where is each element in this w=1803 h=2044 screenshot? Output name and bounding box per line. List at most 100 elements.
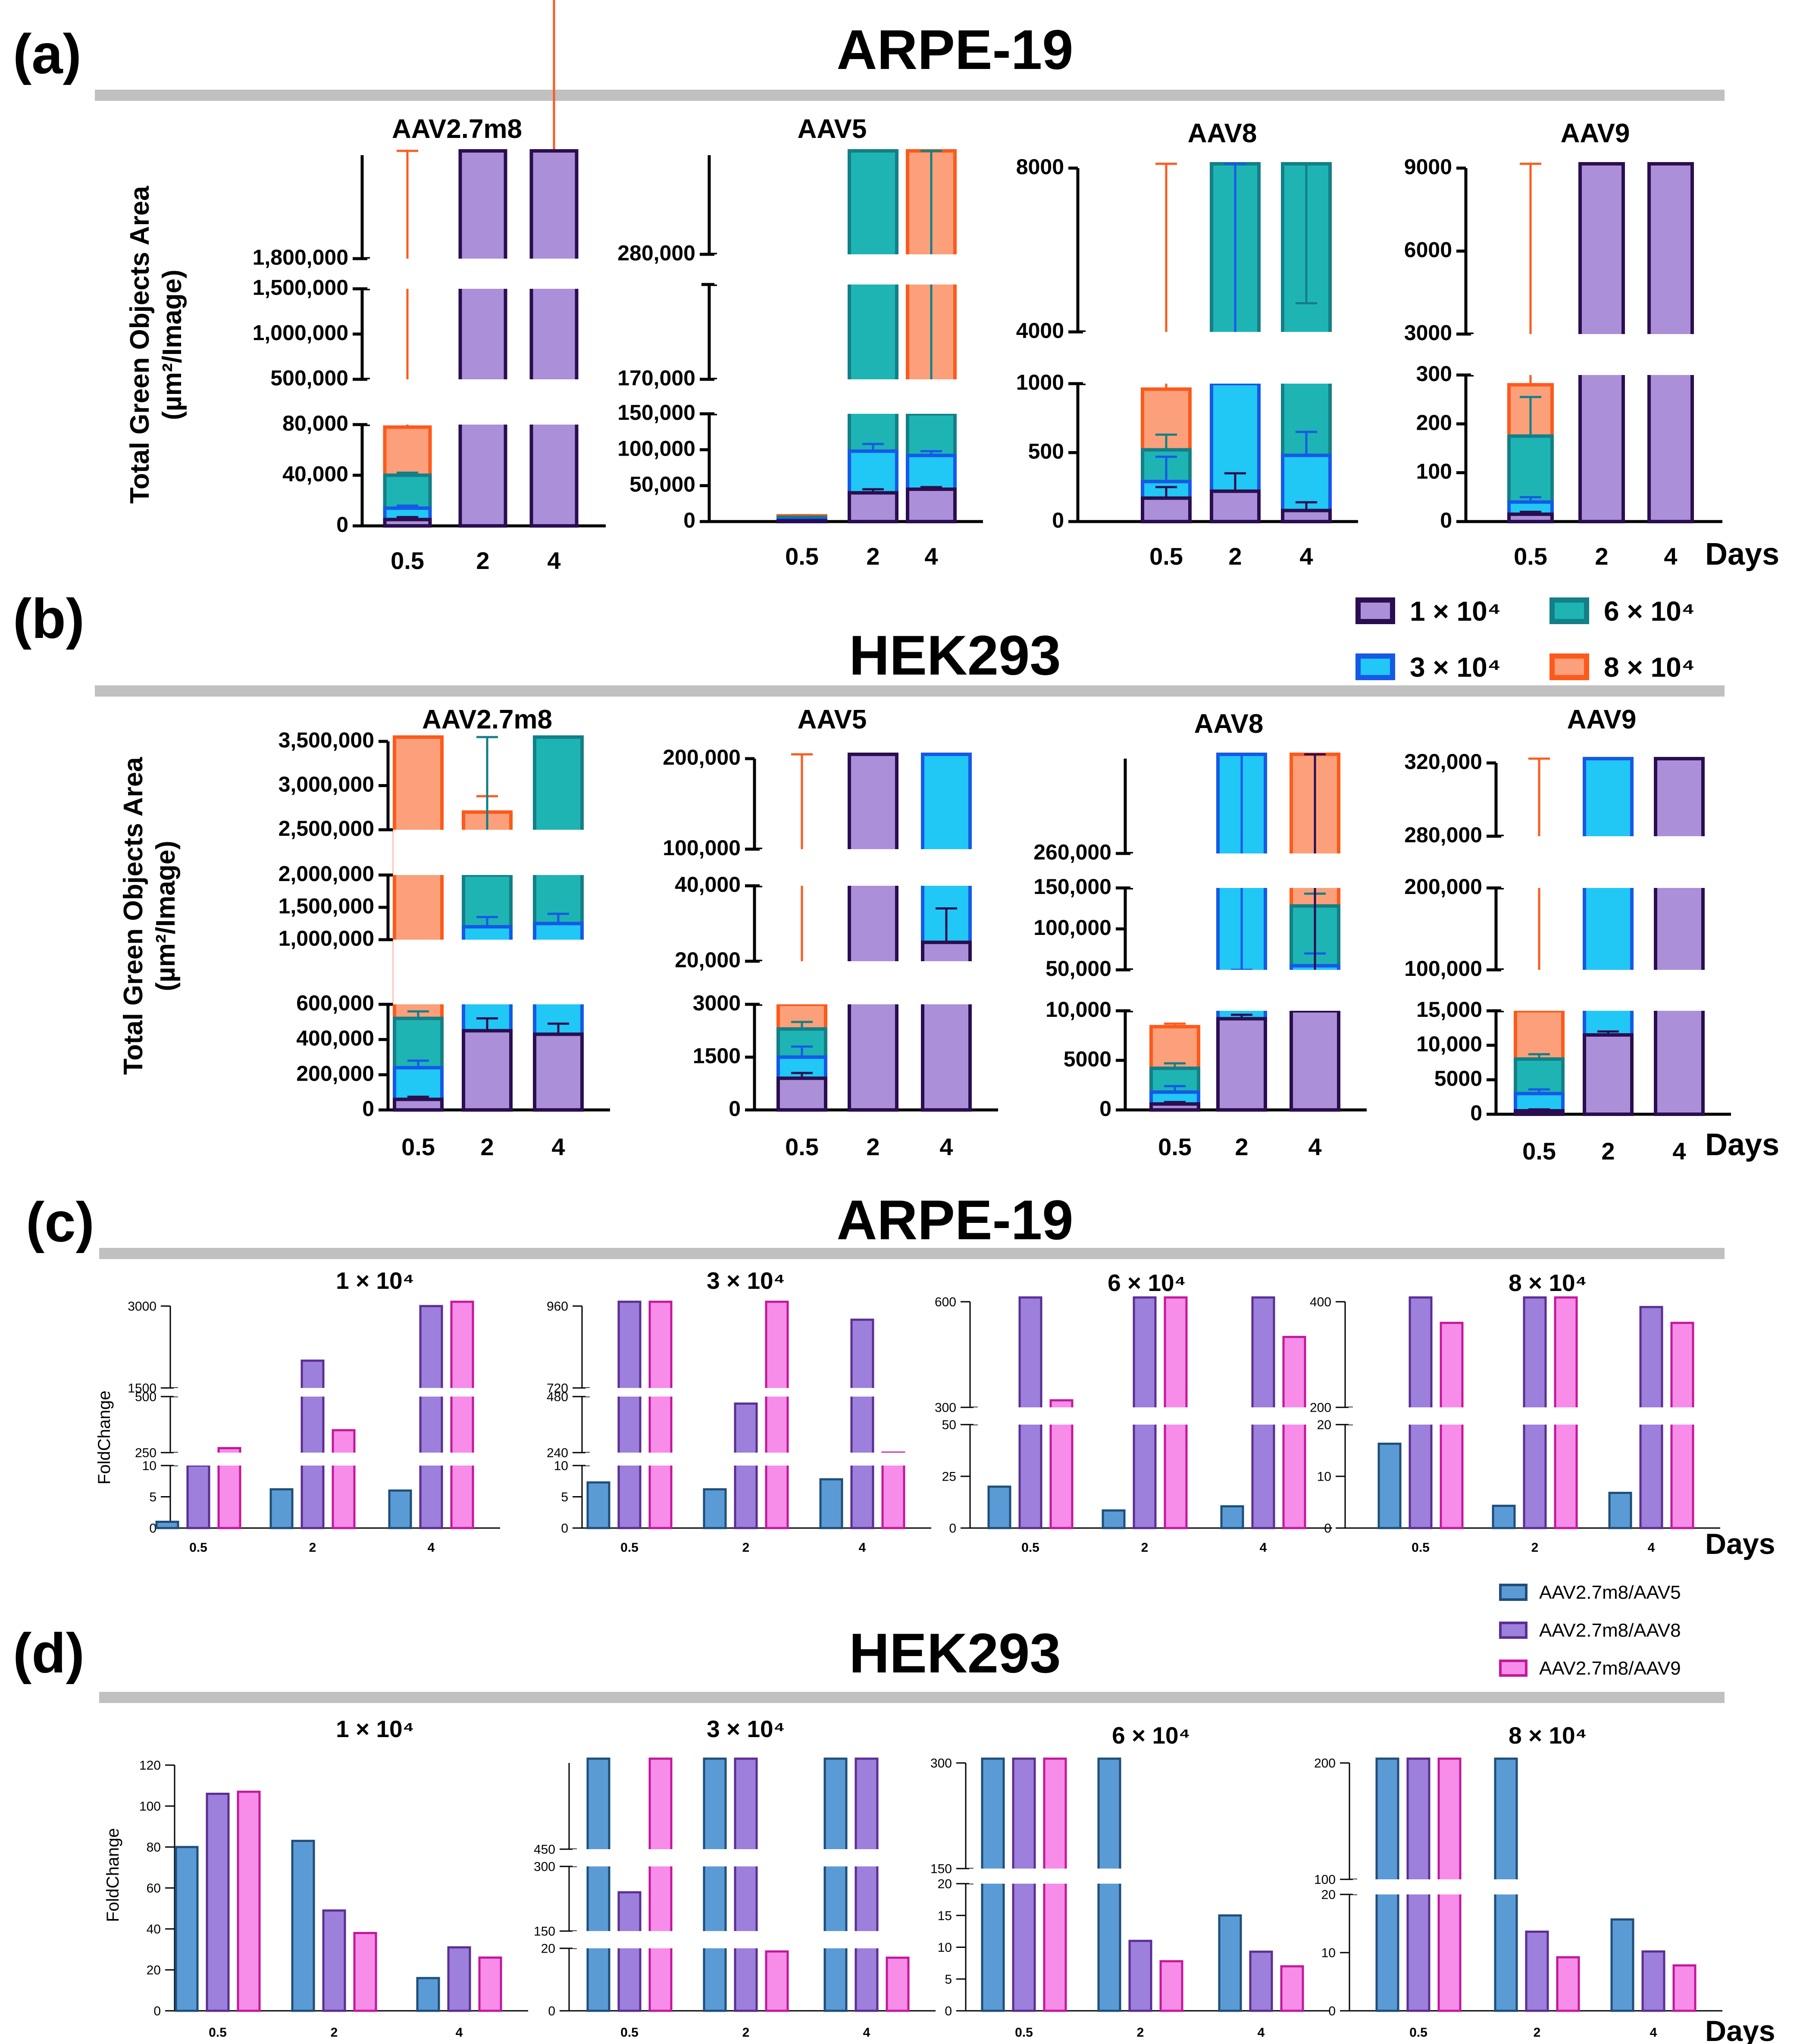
fold-bar-AAV27m8AAV8 bbox=[1249, 1950, 1273, 2012]
y-tick-label: 600 bbox=[935, 1295, 956, 1310]
y-tick-label: 50,000 bbox=[629, 472, 695, 497]
chart-title: AAV8 bbox=[1188, 119, 1257, 148]
y-tick-label: 1,500,000 bbox=[253, 275, 348, 300]
y-tick-label: 3000 bbox=[128, 1300, 157, 1314]
x-tick-label: 2 bbox=[866, 1133, 880, 1160]
x-tick-label: 0.5 bbox=[785, 1133, 819, 1160]
y-tick-label: 2,000,000 bbox=[279, 862, 374, 886]
y-tick-label: 5 bbox=[945, 1972, 952, 1987]
stacked-bar-110⁴ bbox=[1210, 489, 1261, 523]
legend-label-aav5: AAV2.7m8/AAV5 bbox=[1539, 1582, 1681, 1603]
stacked-bar-110⁴ bbox=[393, 1097, 444, 1112]
legend-swatch-3e4 bbox=[1355, 653, 1395, 680]
x-tick-label: 0.5 bbox=[620, 2025, 639, 2040]
ylabel-b-line1: Total Green Objects Area bbox=[119, 757, 148, 1075]
axis-break-gap bbox=[1501, 836, 1736, 888]
y-tick-label: 50 bbox=[942, 1418, 956, 1432]
fold-bar-AAV27m8AAV5 bbox=[1377, 1442, 1402, 1529]
y-tick-label: 960 bbox=[547, 1300, 568, 1314]
chart-title: 6 × 10⁴ bbox=[1108, 1269, 1186, 1296]
y-tick-label: 10 bbox=[1317, 1470, 1331, 1484]
y-tick-label: 10 bbox=[1321, 1946, 1336, 1960]
stacked-bar-110⁴ bbox=[848, 491, 898, 524]
y-tick-label: 280,000 bbox=[1404, 823, 1482, 847]
stacked-bar-110⁴ bbox=[1654, 757, 1705, 1116]
y-tick-label: 400 bbox=[1310, 1295, 1331, 1310]
y-tick-label: 1500 bbox=[693, 1044, 741, 1068]
y-tick-label: 0 bbox=[1052, 508, 1064, 532]
x-tick-label: 0.5 bbox=[785, 543, 819, 570]
y-tick-label: 100 bbox=[139, 1800, 161, 1814]
axis-break-gap bbox=[973, 1407, 1336, 1425]
axis-break-gap bbox=[1083, 332, 1363, 384]
fold-bar-AAV27m8AAV5 bbox=[987, 1485, 1011, 1529]
y-tick-label: 40,000 bbox=[282, 462, 348, 486]
fold-bar-AAV27m8AAV9 bbox=[237, 1791, 261, 2012]
x-tick-label: 4 bbox=[924, 543, 938, 570]
header-rule-a bbox=[95, 90, 1725, 101]
axis-break-gap bbox=[174, 1388, 504, 1397]
y-tick-label: 240 bbox=[547, 1446, 568, 1460]
x-tick-label: 2 bbox=[742, 2025, 750, 2040]
x-tick-label: 4 bbox=[547, 547, 560, 574]
stacked-bar-110⁴ bbox=[1281, 509, 1332, 524]
x-tick-label: 0.5 bbox=[1522, 1138, 1556, 1165]
y-tick-label: 300 bbox=[935, 1401, 956, 1415]
x-tick-label: 0.5 bbox=[1021, 1541, 1039, 1555]
fold-bar-AAV27m8AAV8 bbox=[300, 1360, 325, 1529]
axis-break-gap bbox=[393, 830, 615, 875]
y-tick-label: 15 bbox=[938, 1909, 952, 1923]
chart-title: 8 × 10⁴ bbox=[1509, 1722, 1587, 1749]
fold-bar-AAV27m8AAV5 bbox=[703, 1757, 727, 2012]
chart-title: 3 × 10⁴ bbox=[707, 1716, 785, 1742]
fold-bar-AAV27m8AAV8 bbox=[1128, 1940, 1152, 2012]
fold-bar-AAV27m8AAV9 bbox=[450, 1300, 474, 1529]
cell-line-title-c: ARPE-19 bbox=[836, 1188, 1073, 1251]
x-tick-label: 0.5 bbox=[189, 1541, 207, 1555]
y-tick-label: 0 bbox=[336, 513, 348, 537]
y-tick-label: 4000 bbox=[1016, 319, 1064, 343]
dose-legend: 1 × 10⁴ 6 × 10⁴ 3 × 10⁴ 8 × 10⁴ bbox=[1355, 596, 1695, 683]
axis-break-gap bbox=[1353, 1879, 1726, 1894]
axis-break-gap bbox=[1471, 334, 1728, 375]
axis-break-gap bbox=[1501, 970, 1736, 1011]
axis-break-gap bbox=[174, 1453, 504, 1466]
fold-bar-AAV27m8AAV8 bbox=[206, 1793, 230, 2012]
x-tick-label: 4 bbox=[1650, 2025, 1657, 2040]
y-tick-label: 40,000 bbox=[675, 872, 741, 897]
y-tick-label: 0 bbox=[949, 1522, 956, 1536]
axis-break-gap bbox=[585, 1453, 935, 1466]
stacked-bar-110⁴ bbox=[462, 1029, 513, 1112]
x-tick-label: 4 bbox=[1648, 1541, 1655, 1555]
fold-bar-AAV27m8AAV5 bbox=[1610, 1918, 1634, 2012]
fold-legend: AAV2.7m8/AAV5 AAV2.7m8/AAV8 AAV2.7m8/AAV… bbox=[1499, 1582, 1681, 1679]
fold-bar-AAV27m8AAV8 bbox=[1012, 1757, 1036, 2012]
chart-title: 3 × 10⁴ bbox=[707, 1267, 785, 1294]
stacked-bar-110⁴ bbox=[776, 1076, 827, 1112]
stacked-bar-110⁴ bbox=[1149, 1102, 1200, 1112]
x-tick-label: 4 bbox=[428, 1541, 435, 1555]
x-tick-label: 4 bbox=[551, 1133, 565, 1160]
fold-bar-AAV27m8AAV5 bbox=[586, 1481, 610, 1529]
x-tick-label: 0.5 bbox=[209, 2025, 227, 2040]
fold-bar-AAV27m8AAV8 bbox=[734, 1757, 758, 2012]
fold-bar-AAV27m8AAV9 bbox=[353, 1932, 377, 2012]
fold-bar-AAV27m8AAV5 bbox=[1220, 1505, 1244, 1529]
y-tick-label: 500,000 bbox=[270, 366, 348, 390]
y-tick-label: 5 bbox=[561, 1490, 568, 1504]
x-tick-label: 2 bbox=[866, 543, 880, 570]
chart-title: 6 × 10⁴ bbox=[1112, 1722, 1190, 1749]
stacked-bar-110⁴ bbox=[529, 149, 579, 528]
y-tick-label: 0 bbox=[149, 1522, 157, 1536]
fold-bar-AAV27m8AAV5 bbox=[1492, 1504, 1516, 1529]
y-tick-label: 20 bbox=[1321, 1888, 1336, 1902]
stacked-bar-110⁴ bbox=[1216, 1017, 1267, 1112]
y-tick-label: 100,000 bbox=[663, 836, 741, 860]
axis-break-gap bbox=[573, 1931, 939, 1948]
y-tick-label: 9000 bbox=[1404, 155, 1452, 179]
y-tick-label: 200,000 bbox=[296, 1061, 374, 1085]
chart-title: 8 × 10⁴ bbox=[1509, 1269, 1587, 1296]
fold-bar-AAV27m8AAV9 bbox=[886, 1956, 910, 2012]
y-tick-label: 80 bbox=[147, 1841, 161, 1855]
chart-title: AAV9 bbox=[1567, 705, 1637, 734]
